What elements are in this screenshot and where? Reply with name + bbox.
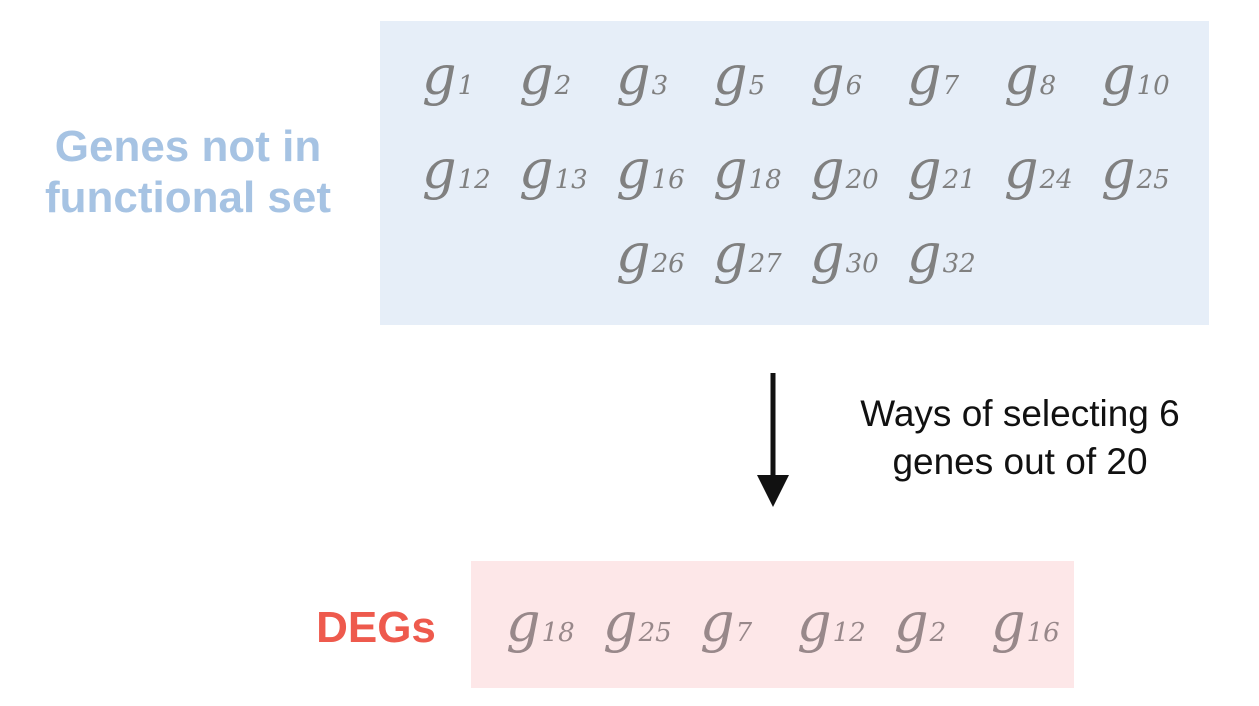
gene-symbol: g <box>797 591 832 654</box>
non-functional-set-label-line-1: Genes not in <box>54 122 322 171</box>
gene-symbol: g <box>894 591 929 654</box>
gene-item: g21 <box>907 143 976 197</box>
gene-symbol: g <box>1004 44 1039 107</box>
gene-item: g7 <box>700 596 752 650</box>
gene-index: 18 <box>748 165 782 195</box>
gene-index: 2 <box>929 618 947 648</box>
gene-item: g3 <box>616 49 668 103</box>
gene-symbol: g <box>991 591 1026 654</box>
gene-item: g32 <box>907 227 976 281</box>
gene-item: g5 <box>713 49 765 103</box>
non-functional-set-label: Genes not in functional set <box>30 121 346 224</box>
gene-index: 16 <box>651 165 685 195</box>
gene-symbol: g <box>907 138 942 201</box>
gene-symbol: g <box>519 138 554 201</box>
gene-index: 10 <box>1136 71 1170 101</box>
gene-item: g16 <box>991 596 1060 650</box>
gene-index: 21 <box>942 165 976 195</box>
gene-item: g10 <box>1101 49 1170 103</box>
gene-index: 12 <box>457 165 491 195</box>
gene-symbol: g <box>1004 138 1039 201</box>
gene-symbol: g <box>700 591 735 654</box>
gene-item: g26 <box>616 227 685 281</box>
gene-item: g30 <box>810 227 879 281</box>
gene-item: g13 <box>519 143 588 197</box>
gene-item: g18 <box>713 143 782 197</box>
gene-item: g1 <box>422 49 474 103</box>
gene-item: g12 <box>797 596 866 650</box>
gene-symbol: g <box>907 44 942 107</box>
gene-item: g8 <box>1004 49 1056 103</box>
gene-index: 24 <box>1039 165 1073 195</box>
gene-item: g27 <box>713 227 782 281</box>
gene-index: 8 <box>1039 71 1057 101</box>
gene-item: g20 <box>810 143 879 197</box>
non-functional-gene-set-box: g1 g2 g3 g5 g6 g7 g8 g10 g12 g13 g16 g18 g20 g21 g24 g2… <box>380 21 1209 325</box>
selection-edge-label: Ways of selecting 6 genes out of 20 <box>820 390 1220 486</box>
gene-item: g16 <box>616 143 685 197</box>
gene-item: g12 <box>422 143 491 197</box>
gene-item: g24 <box>1004 143 1073 197</box>
gene-index: 3 <box>651 71 669 101</box>
gene-index: 18 <box>541 618 575 648</box>
gene-item: g25 <box>1101 143 1170 197</box>
gene-index: 7 <box>942 71 960 101</box>
non-functional-set-label-line-2: functional set <box>44 173 332 223</box>
gene-index: 25 <box>1136 165 1170 195</box>
gene-index: 1 <box>457 71 475 101</box>
gene-index: 6 <box>845 71 863 101</box>
gene-index: 32 <box>942 249 976 279</box>
gene-item: g2 <box>519 49 571 103</box>
degs-label: DEGs <box>316 603 436 652</box>
gene-item: g18 <box>506 596 575 650</box>
gene-symbol: g <box>616 44 651 107</box>
gene-symbol: g <box>713 44 748 107</box>
degs-gene-box: g18 g25 g7 g12 g2 g16 <box>471 561 1074 688</box>
gene-symbol: g <box>1101 44 1136 107</box>
gene-symbol: g <box>422 44 457 107</box>
gene-index: 12 <box>832 618 866 648</box>
gene-index: 5 <box>748 71 766 101</box>
gene-symbol: g <box>616 138 651 201</box>
selection-edge-label-line-1: Ways of selecting 6 <box>860 393 1180 434</box>
gene-symbol: g <box>506 591 541 654</box>
gene-index: 25 <box>638 618 672 648</box>
gene-item: g25 <box>603 596 672 650</box>
gene-symbol: g <box>810 44 845 107</box>
gene-symbol: g <box>810 138 845 201</box>
gene-item: g2 <box>894 596 946 650</box>
gene-symbol: g <box>810 222 845 285</box>
gene-index: 20 <box>845 165 879 195</box>
selection-edge-label-line-2: genes out of 20 <box>892 441 1148 483</box>
gene-symbol: g <box>907 222 942 285</box>
gene-index: 13 <box>554 165 588 195</box>
gene-index: 26 <box>651 249 685 279</box>
gene-index: 16 <box>1026 618 1060 648</box>
gene-symbol: g <box>713 222 748 285</box>
gene-symbol: g <box>519 44 554 107</box>
gene-index: 27 <box>748 249 782 279</box>
selection-arrow <box>757 373 789 507</box>
gene-index: 7 <box>735 618 753 648</box>
gene-symbol: g <box>713 138 748 201</box>
gene-index: 2 <box>554 71 572 101</box>
gene-symbol: g <box>603 591 638 654</box>
gene-symbol: g <box>422 138 457 201</box>
gene-item: g7 <box>907 49 959 103</box>
gene-symbol: g <box>1101 138 1136 201</box>
gene-symbol: g <box>616 222 651 285</box>
gene-index: 30 <box>845 249 879 279</box>
gene-item: g6 <box>810 49 862 103</box>
